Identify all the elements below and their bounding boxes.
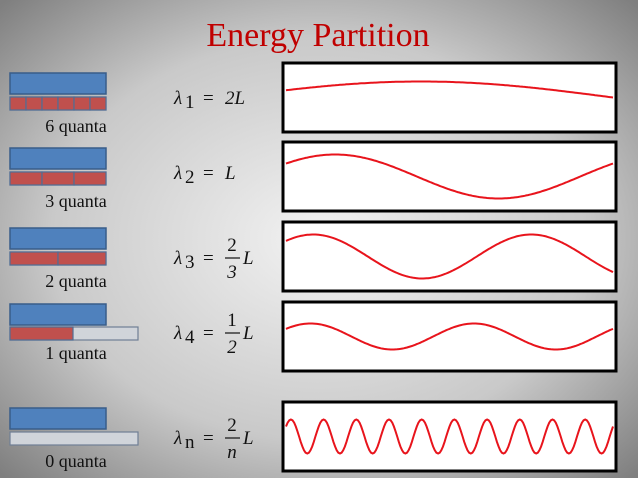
eq-denominator: 2	[227, 337, 237, 358]
wave-box	[281, 220, 618, 293]
wave	[285, 153, 614, 200]
eq-rhs: 2L	[225, 88, 245, 109]
energy-bar	[9, 303, 107, 326]
eq-denominator: 3	[226, 262, 237, 283]
eq-denominator: n	[227, 442, 237, 463]
quantum	[9, 326, 74, 341]
eq-symbol: λ	[173, 428, 182, 449]
eq-equals: =	[203, 88, 214, 109]
eq-numerator: 1	[227, 310, 237, 331]
quantum	[25, 96, 43, 111]
wave	[285, 322, 614, 351]
quanta-bar	[9, 431, 139, 446]
eq-equals: =	[203, 428, 214, 449]
quantum	[9, 251, 59, 266]
wave	[285, 80, 614, 99]
quanta-label: 3 quanta	[45, 191, 106, 211]
wave	[285, 418, 614, 455]
quantum	[41, 171, 75, 186]
eq-equals: =	[203, 163, 214, 184]
energy-bar	[9, 72, 107, 95]
eq-subscript: 4	[185, 327, 195, 348]
quantum	[57, 251, 107, 266]
eq-symbol: λ	[173, 163, 182, 184]
wave-box	[281, 400, 618, 473]
wave-box	[281, 61, 618, 134]
eq-subscript: 2	[185, 167, 195, 188]
quantum	[41, 96, 59, 111]
eq-symbol: λ	[173, 88, 182, 109]
wave	[285, 233, 614, 280]
quantum	[73, 171, 107, 186]
quanta-label: 0 quanta	[45, 451, 106, 471]
energy-bar	[9, 407, 107, 430]
eq-symbol: λ	[173, 248, 182, 269]
eq-subscript: 3	[185, 252, 195, 273]
title: Energy Partition	[206, 17, 429, 54]
eq-symbol: λ	[173, 323, 182, 344]
eq-rhs: L	[224, 163, 236, 184]
energy-bar	[9, 147, 107, 170]
quantum	[9, 171, 43, 186]
quanta-label: 2 quanta	[45, 271, 106, 291]
quantum	[57, 96, 75, 111]
eq-equals: =	[203, 323, 214, 344]
wave-box	[281, 140, 618, 213]
quantum	[73, 96, 91, 111]
quantum	[9, 96, 27, 111]
eq-numerator: 2	[227, 235, 237, 256]
eq-equals: =	[203, 248, 214, 269]
eq-tail: L	[242, 323, 254, 344]
eq-tail: L	[242, 428, 254, 449]
eq-subscript: n	[185, 432, 195, 453]
eq-numerator: 2	[227, 415, 237, 436]
energy-bar	[9, 227, 107, 250]
eq-subscript: 1	[185, 92, 195, 113]
eq-tail: L	[242, 248, 254, 269]
quanta-label: 1 quanta	[45, 343, 106, 363]
quanta-label: 6 quanta	[45, 116, 106, 136]
quantum	[89, 96, 107, 111]
wave-box	[281, 300, 618, 373]
